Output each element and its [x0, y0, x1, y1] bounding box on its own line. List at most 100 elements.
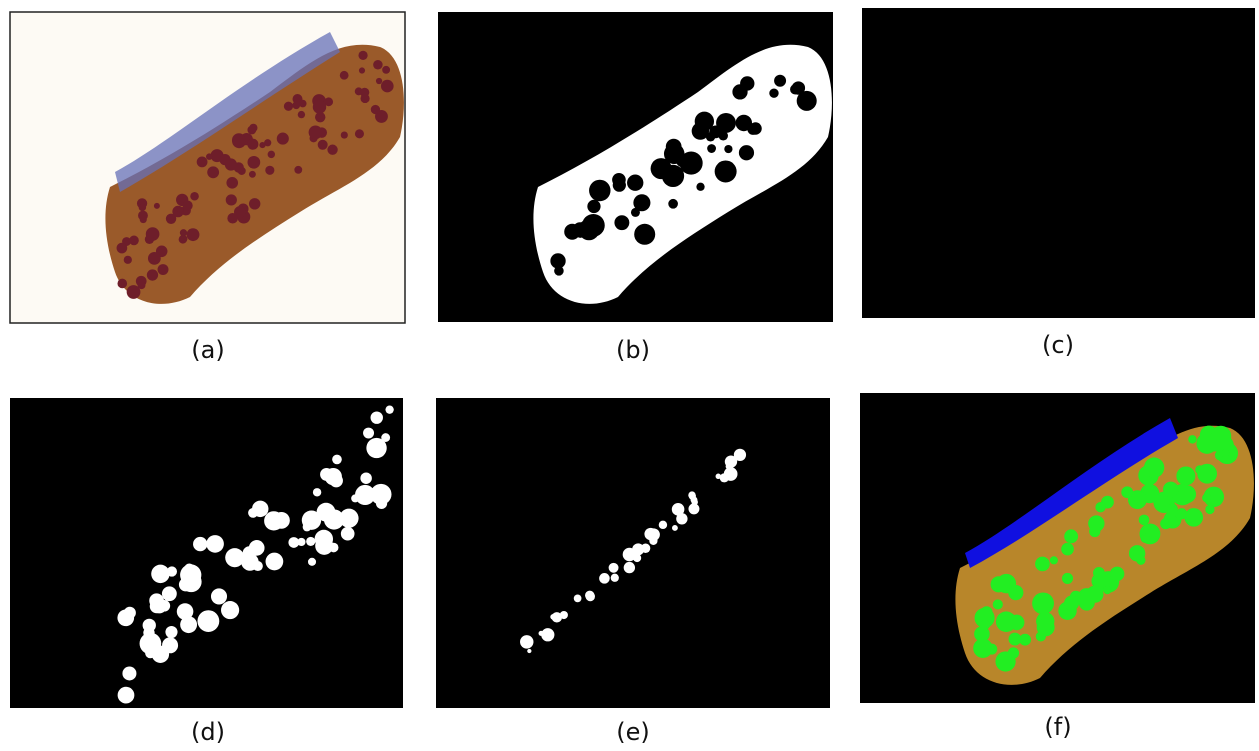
blob	[541, 628, 554, 641]
blob	[179, 235, 187, 243]
panel-label: (e)	[616, 718, 650, 746]
blob	[306, 537, 315, 546]
blob	[631, 208, 640, 217]
blob	[248, 156, 261, 169]
blob	[614, 215, 629, 230]
blob	[268, 151, 275, 158]
blob	[117, 279, 127, 289]
blob	[1050, 556, 1058, 564]
blob	[211, 588, 227, 604]
blob	[227, 213, 238, 224]
blob	[184, 564, 194, 574]
blob	[241, 553, 258, 570]
blob	[140, 216, 147, 223]
blob	[973, 639, 992, 658]
blob	[158, 264, 169, 275]
blob	[1188, 435, 1196, 443]
blob	[527, 649, 531, 653]
blob	[631, 549, 635, 553]
blob	[696, 183, 704, 191]
blob	[190, 192, 199, 201]
blob	[1008, 585, 1023, 600]
blob	[385, 406, 393, 414]
blob	[1064, 529, 1078, 543]
blob	[725, 455, 737, 467]
blob	[315, 537, 333, 555]
blob	[1110, 567, 1125, 582]
panel-label: (f)	[1044, 713, 1071, 741]
blob	[221, 601, 239, 619]
blob	[1129, 545, 1145, 561]
blob	[139, 204, 146, 211]
blob	[351, 494, 359, 502]
blob	[303, 523, 312, 532]
blob	[587, 200, 600, 213]
blob	[248, 508, 258, 518]
blob	[739, 145, 754, 160]
blob	[284, 102, 293, 111]
blob	[181, 571, 202, 592]
panel-label: (c)	[1042, 331, 1074, 359]
blob	[315, 112, 325, 122]
blob	[339, 509, 358, 528]
blob	[359, 67, 365, 73]
blob	[151, 565, 169, 583]
panel-e	[436, 398, 830, 708]
blob	[299, 100, 307, 108]
blob	[644, 528, 656, 540]
blob	[738, 454, 743, 459]
blob	[1197, 464, 1217, 484]
blob	[147, 269, 158, 280]
blob	[183, 201, 193, 211]
blob	[371, 411, 383, 423]
blob	[376, 78, 382, 84]
blob	[382, 66, 390, 74]
blob	[554, 266, 564, 276]
blob	[332, 455, 342, 465]
blob	[384, 84, 391, 91]
blob	[313, 100, 326, 113]
blob	[247, 139, 258, 150]
blob	[691, 499, 697, 505]
blob	[341, 131, 348, 138]
blob	[797, 91, 817, 111]
panel-label: (d)	[191, 718, 225, 746]
blob	[1035, 557, 1050, 572]
blob	[358, 51, 367, 60]
panel-d	[10, 398, 403, 708]
blob	[724, 467, 738, 481]
panel-c	[862, 8, 1255, 318]
blob	[1103, 586, 1111, 594]
blob	[197, 156, 208, 167]
blob	[152, 646, 169, 663]
blob	[1168, 516, 1178, 526]
blob	[634, 224, 655, 245]
blob	[1140, 533, 1150, 543]
blob	[716, 113, 736, 133]
blob	[292, 101, 300, 109]
blob	[165, 626, 177, 638]
blob	[585, 591, 594, 600]
blob	[980, 620, 990, 630]
blob	[154, 203, 160, 209]
blob	[1184, 508, 1203, 527]
blob	[206, 535, 224, 553]
blob	[774, 75, 786, 87]
blob	[122, 666, 136, 680]
blob	[226, 194, 237, 205]
blob	[340, 71, 349, 80]
blob	[298, 111, 305, 118]
blob	[1121, 486, 1133, 498]
blob	[692, 122, 709, 139]
blob	[689, 493, 696, 500]
blob	[724, 145, 732, 153]
blob	[288, 537, 299, 548]
blob	[327, 145, 337, 155]
blob	[234, 162, 244, 172]
blob	[308, 558, 316, 566]
blob	[355, 485, 375, 505]
panel-f	[860, 393, 1255, 703]
blob	[363, 428, 374, 439]
blob	[599, 573, 610, 584]
blob	[247, 126, 256, 135]
